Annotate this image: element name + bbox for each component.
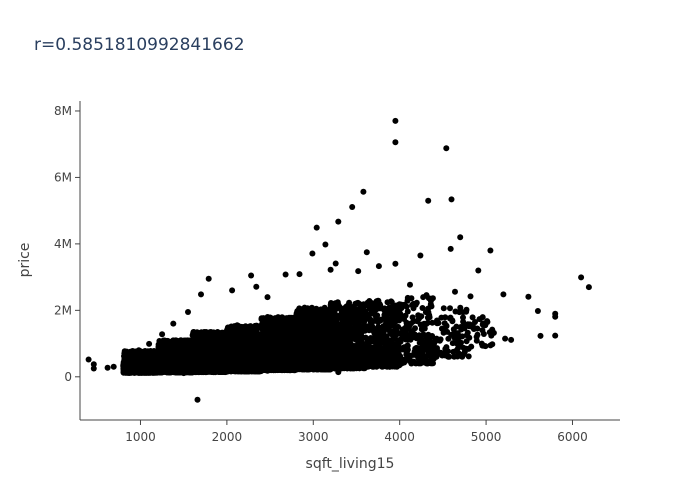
data-point xyxy=(198,336,205,343)
data-point xyxy=(240,365,247,372)
data-point xyxy=(213,353,220,360)
data-point xyxy=(156,351,163,358)
data-point xyxy=(281,332,288,339)
data-point xyxy=(253,322,260,329)
data-point xyxy=(172,339,179,346)
data-point xyxy=(252,329,259,336)
data-point xyxy=(179,338,186,345)
data-point xyxy=(163,357,170,364)
data-point xyxy=(275,334,282,340)
data-point xyxy=(123,368,129,375)
data-point xyxy=(268,332,275,339)
data-point xyxy=(235,344,242,351)
data-point xyxy=(141,349,148,356)
data-point xyxy=(208,368,215,375)
data-point xyxy=(248,368,255,375)
data-point xyxy=(262,333,269,340)
data-point xyxy=(241,323,248,330)
data-point xyxy=(225,343,232,350)
data-point xyxy=(234,336,241,343)
data-point xyxy=(209,345,216,352)
data-point xyxy=(282,356,289,363)
plot-area xyxy=(85,117,592,403)
data-point xyxy=(280,315,287,322)
data-point xyxy=(279,345,286,352)
data-point xyxy=(190,347,197,354)
data-point xyxy=(156,355,163,362)
data-point xyxy=(250,341,257,348)
data-point xyxy=(259,338,266,345)
data-point xyxy=(205,354,212,361)
data-point xyxy=(149,364,156,371)
data-point xyxy=(182,350,189,357)
data-point xyxy=(132,351,139,357)
data-point xyxy=(235,325,242,332)
data-point xyxy=(225,352,232,359)
data-point xyxy=(203,349,210,356)
data-point xyxy=(178,358,185,365)
data-point xyxy=(237,350,244,357)
data-point xyxy=(240,340,246,346)
data-point xyxy=(198,345,205,352)
data-point xyxy=(156,369,163,376)
data-point xyxy=(260,315,267,322)
data-point xyxy=(240,331,247,338)
data-point xyxy=(211,359,218,366)
data-point xyxy=(163,340,170,347)
data-point xyxy=(246,357,253,364)
data-point xyxy=(227,368,233,375)
data-point xyxy=(269,317,276,324)
data-point xyxy=(133,362,140,369)
data-point xyxy=(193,369,200,376)
data-point xyxy=(193,333,200,340)
data-point xyxy=(232,364,239,371)
data-point xyxy=(264,360,271,367)
data-point xyxy=(215,330,222,337)
data-point xyxy=(274,366,281,373)
data-point xyxy=(124,357,131,364)
data-point xyxy=(216,341,223,348)
data-point xyxy=(225,332,232,339)
data-point xyxy=(157,364,164,371)
data-point xyxy=(172,359,179,366)
data-point xyxy=(198,331,205,337)
data-point xyxy=(176,346,183,353)
data-point xyxy=(158,342,165,349)
data-point xyxy=(285,344,292,350)
data-point xyxy=(171,352,178,359)
chart-title: r=0.5851810992841662 xyxy=(34,35,245,55)
data-point xyxy=(233,330,240,337)
data-point xyxy=(196,358,203,365)
data-point xyxy=(172,369,179,376)
data-point xyxy=(279,322,286,328)
data-point xyxy=(269,349,276,356)
data-point xyxy=(189,358,196,365)
data-point xyxy=(280,365,287,372)
data-point xyxy=(147,355,154,362)
data-point xyxy=(274,339,281,346)
data-point xyxy=(260,325,267,332)
